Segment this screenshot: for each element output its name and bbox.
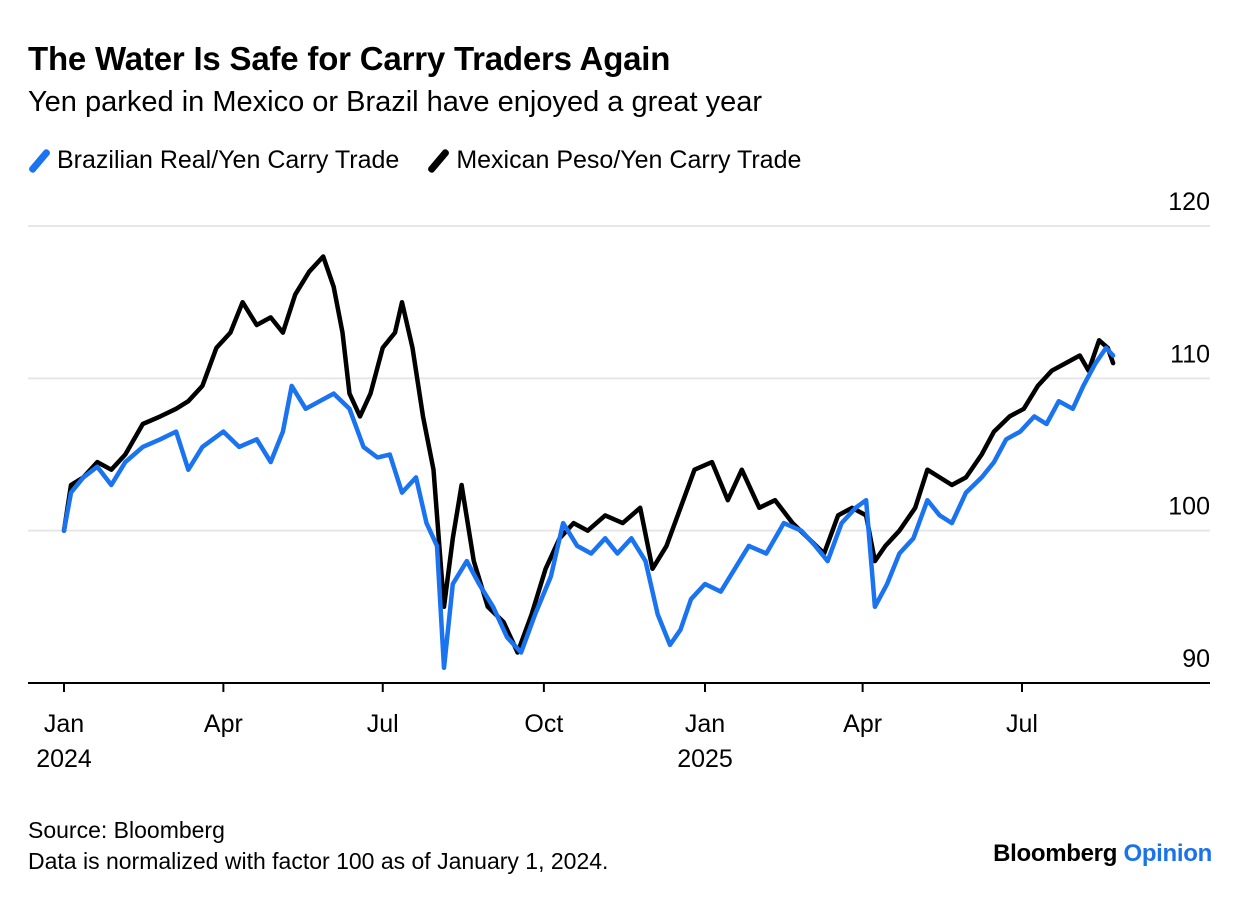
- y-tick-label-110: 110: [1170, 340, 1210, 368]
- legend-swatch-brazil: [27, 147, 52, 174]
- brand-accent: Opinion: [1123, 840, 1212, 867]
- x-tick-label-1: Apr: [204, 710, 243, 738]
- legend-label-mexico: Mexican Peso/Yen Carry Trade: [456, 146, 802, 174]
- legend-item-brazil: Brazilian Real/Yen Carry Trade: [27, 146, 400, 175]
- x-tick-label-3: Oct: [524, 710, 563, 738]
- y-tick-label-100: 100: [1168, 493, 1210, 521]
- x-tick-label-4: Jan: [685, 710, 725, 738]
- x-tick-label-0: Jan: [44, 710, 84, 738]
- chart-subtitle: Yen parked in Mexico or Brazil have enjo…: [28, 86, 763, 118]
- legend-swatch-mexico: [427, 147, 451, 174]
- legend-label-brazil: Brazilian Real/Yen Carry Trade: [57, 146, 400, 174]
- x-tick-year-4: 2025: [677, 745, 733, 773]
- source-note: Source: Bloomberg Data is normalized wit…: [28, 815, 608, 877]
- legend: Brazilian Real/Yen Carry Trade Mexican P…: [27, 146, 829, 175]
- x-tick-label-2: Jul: [367, 710, 399, 738]
- x-tick-year-0: 2024: [36, 745, 92, 773]
- source-text: Source: Bloomberg: [28, 817, 225, 843]
- line-chart: 90 100 110 120 Jan 2024 Apr Jul Oct Jan 2025 Apr Jul: [28, 188, 1210, 773]
- x-tick-label-6: Jul: [1006, 710, 1038, 738]
- brand-logo: Bloomberg Opinion: [993, 840, 1212, 868]
- chart-title: The Water Is Safe for Carry Traders Agai…: [28, 40, 671, 77]
- normalization-note: Data is normalized with factor 100 as of…: [28, 848, 609, 874]
- series-line-mexico: [61, 254, 1116, 655]
- x-tick-label-5: Apr: [843, 710, 882, 738]
- brand-main: Bloomberg: [993, 840, 1118, 867]
- y-tick-label-90: 90: [1182, 645, 1210, 673]
- series-line-brazil: [61, 345, 1116, 671]
- y-tick-label-120: 120: [1168, 188, 1210, 216]
- legend-item-mexico: Mexican Peso/Yen Carry Trade: [427, 146, 801, 175]
